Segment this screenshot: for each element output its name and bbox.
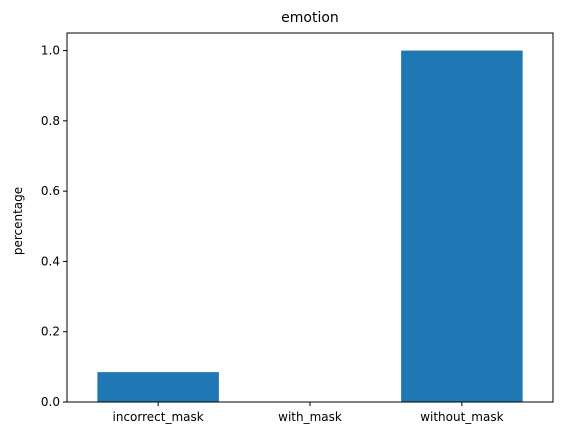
y-tick-label: 0.6 xyxy=(41,184,60,198)
bars-group xyxy=(97,50,523,402)
y-tick-label: 1.0 xyxy=(41,44,60,58)
x-tick-label: with_mask xyxy=(278,410,342,424)
y-tick-label: 0.2 xyxy=(41,325,60,339)
y-tick-label: 0.8 xyxy=(41,114,60,128)
y-tick-label: 0.0 xyxy=(41,395,60,409)
bar-incorrect-mask xyxy=(97,372,219,402)
y-axis-label: percentage xyxy=(11,187,25,255)
x-axis-ticks: incorrect_mask with_mask without_mask xyxy=(113,402,504,424)
x-tick-label: incorrect_mask xyxy=(113,410,204,424)
plot-frame xyxy=(66,32,554,403)
x-tick-label: without_mask xyxy=(420,410,503,424)
chart-title: emotion xyxy=(281,10,339,26)
bar-without-mask xyxy=(401,50,523,402)
y-tick-label: 0.4 xyxy=(41,254,60,268)
y-axis-ticks: 0.0 0.2 0.4 0.6 0.8 1.0 xyxy=(41,44,67,409)
